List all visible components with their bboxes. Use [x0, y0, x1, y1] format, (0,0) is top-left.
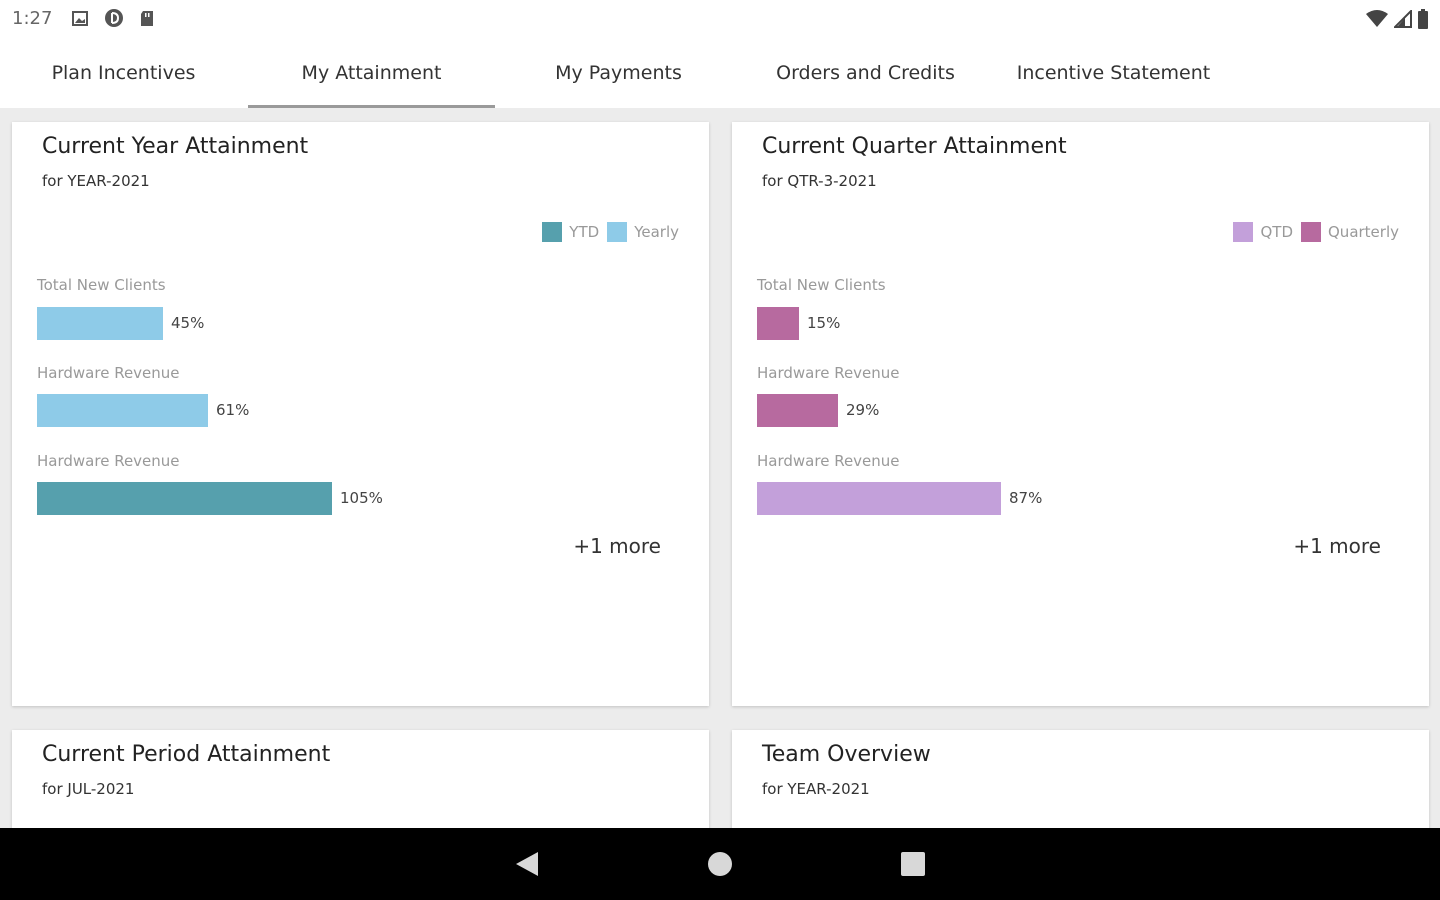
legend-item-qtd: QTD: [1233, 222, 1293, 242]
legend-item-quarterly: Quarterly: [1301, 222, 1399, 242]
metric-label: Hardware Revenue: [757, 452, 900, 470]
bar-value: 45%: [171, 314, 205, 332]
battery-icon: [1418, 9, 1428, 29]
current-year-attainment-card[interactable]: Current Year Attainment for YEAR-2021 YT…: [12, 122, 709, 706]
back-icon[interactable]: [514, 850, 540, 878]
status-bar: 1:27: [0, 0, 1440, 38]
system-nav-bar: [0, 828, 1440, 900]
tab-bar: Plan Incentives My Attainment My Payment…: [0, 38, 1440, 108]
metric-label: Hardware Revenue: [37, 452, 180, 470]
card-title: Team Overview: [762, 742, 931, 767]
bar-value: 87%: [1009, 489, 1043, 507]
metric-label: Total New Clients: [37, 276, 166, 294]
metric-label: Hardware Revenue: [37, 364, 180, 382]
status-time: 1:27: [12, 8, 53, 29]
bar-value: 105%: [340, 489, 383, 507]
sd-card-icon: [141, 11, 153, 26]
current-period-attainment-card[interactable]: Current Period Attainment for JUL-2021: [12, 730, 709, 840]
card-title: Current Period Attainment: [42, 742, 331, 767]
card-subtitle: for QTR-3-2021: [762, 172, 877, 190]
tab-my-payments[interactable]: My Payments: [495, 38, 742, 108]
bar-value: 29%: [846, 401, 880, 419]
attainment-bar: [757, 482, 1001, 515]
bar-value: 61%: [216, 401, 250, 419]
legend-label: Quarterly: [1328, 223, 1399, 241]
tab-orders-and-credits[interactable]: Orders and Credits: [742, 38, 989, 108]
metric-label: Hardware Revenue: [757, 364, 900, 382]
tab-incentive-statement[interactable]: Incentive Statement: [990, 38, 1237, 108]
wifi-icon: [1366, 10, 1388, 27]
card-title: Current Year Attainment: [42, 134, 309, 159]
tab-label: My Payments: [555, 62, 682, 84]
attainment-bar: [37, 307, 163, 340]
card-subtitle: for YEAR-2021: [762, 780, 870, 798]
recents-icon[interactable]: [900, 850, 926, 878]
card-subtitle: for YEAR-2021: [42, 172, 150, 190]
current-quarter-attainment-card[interactable]: Current Quarter Attainment for QTR-3-202…: [732, 122, 1429, 706]
more-link[interactable]: +1 more: [1293, 534, 1381, 558]
card-subtitle: for JUL-2021: [42, 780, 135, 798]
signal-icon: [1394, 10, 1412, 28]
tab-plan-incentives[interactable]: Plan Incentives: [0, 38, 247, 108]
card-title: Current Quarter Attainment: [762, 134, 1067, 159]
attainment-bar: [757, 307, 799, 340]
attainment-bar: [37, 394, 208, 427]
legend-swatch: [1301, 222, 1321, 242]
tab-label: Plan Incentives: [51, 62, 196, 84]
legend-swatch: [1233, 222, 1254, 242]
photo-icon: [72, 11, 88, 26]
legend-swatch: [542, 222, 563, 242]
attainment-bar: [757, 394, 838, 427]
tab-label: My Attainment: [301, 62, 442, 84]
circle-d-icon: [105, 9, 123, 27]
legend-label: QTD: [1260, 223, 1293, 241]
legend-item-ytd: YTD: [542, 222, 599, 242]
chart-legend: QTD Quarterly: [1233, 222, 1399, 242]
attainment-bar: [37, 482, 332, 515]
tab-label: Incentive Statement: [1016, 62, 1211, 84]
metric-label: Total New Clients: [757, 276, 886, 294]
home-icon[interactable]: [707, 850, 733, 878]
legend-swatch: [607, 222, 628, 242]
legend-label: YTD: [569, 223, 600, 241]
tab-label: Orders and Credits: [776, 62, 955, 84]
bar-value: 15%: [807, 314, 841, 332]
team-overview-card[interactable]: Team Overview for YEAR-2021: [732, 730, 1429, 840]
legend-item-yearly: Yearly: [607, 222, 679, 242]
tab-my-attainment[interactable]: My Attainment: [248, 38, 495, 108]
more-link[interactable]: +1 more: [573, 534, 661, 558]
legend-label: Yearly: [634, 223, 679, 241]
chart-legend: YTD Yearly: [542, 222, 679, 242]
